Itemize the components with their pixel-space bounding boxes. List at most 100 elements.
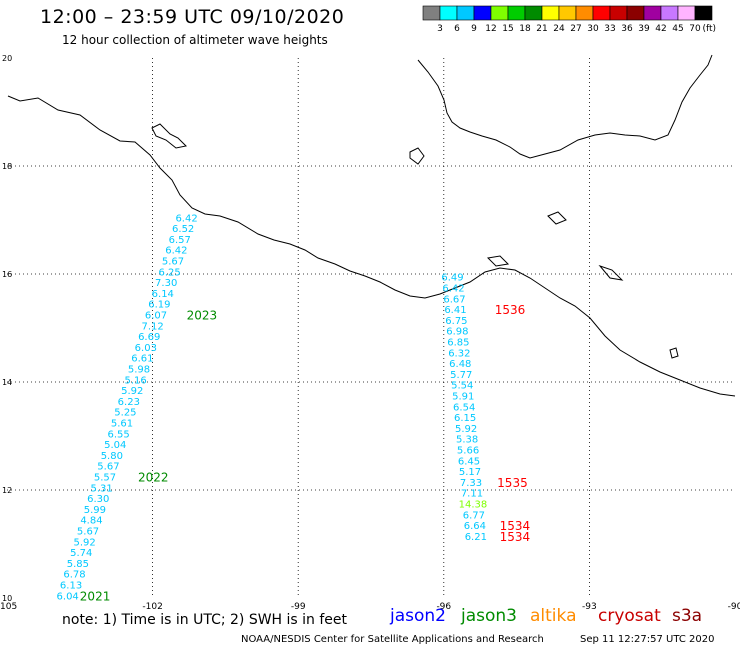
- pass-time-label: 1536: [495, 303, 526, 317]
- wave-height-reading: 5.92: [121, 386, 143, 397]
- pass-time-label: 1534: [500, 519, 531, 533]
- pacific-coastline: [7, 95, 736, 397]
- map-subtitle: 12 hour collection of altimeter wave hei…: [62, 33, 328, 47]
- laguna-feature: [409, 147, 425, 165]
- wave-height-reading: 6.61: [131, 354, 153, 365]
- colorbar-label: 45: [672, 24, 683, 34]
- wave-height-reading: 6.04: [57, 591, 79, 602]
- wave-height-reading: 5.67: [97, 462, 119, 473]
- colorbar-label: 36: [621, 24, 633, 34]
- wave-height-reading: 5.99: [84, 505, 106, 516]
- wave-height-reading: 6.42: [165, 246, 187, 257]
- wave-height-reading: 6.57: [169, 235, 191, 246]
- longitude-label: -90: [728, 602, 740, 612]
- pass-time-label: 2022: [138, 471, 169, 485]
- wave-height-reading: 5.38: [456, 435, 478, 446]
- wave-height-reading: 5.66: [457, 446, 479, 457]
- colorbar-label: 12: [485, 24, 496, 34]
- wave-height-reading: 6.25: [158, 267, 180, 278]
- satellite-legend-s3a: s3a: [672, 606, 703, 626]
- wave-height-reading: 6.42: [442, 284, 464, 295]
- map-title: 12:00 – 23:59 UTC 09/10/2020: [40, 6, 345, 28]
- wave-height-reading: 5.04: [104, 440, 126, 451]
- satellite-legend-cryosat: cryosat: [598, 606, 661, 626]
- wave-height-reading: 7.33: [460, 478, 482, 489]
- wave-height-reading: 6.55: [107, 429, 129, 440]
- wave-height-reading: 5.54: [451, 381, 473, 392]
- gulf-of-mexico-coastline: [417, 54, 713, 159]
- colorbar-label: 39: [638, 24, 650, 34]
- latitude-label: 18: [2, 162, 12, 171]
- colorbar-label: 70: [689, 24, 701, 34]
- pass-time-label: 2021: [80, 589, 111, 603]
- wave-height-reading: 5.91: [452, 392, 474, 403]
- colorbar-swatch: [694, 5, 713, 21]
- wave-height-readings: 6.426.526.576.425.676.257.306.146.196.07…: [57, 213, 488, 602]
- pass-time-label: 2023: [187, 309, 218, 323]
- units-note: note: 1) Time is in UTC; 2) SWH is in fe…: [62, 612, 348, 628]
- longitude-label: -93: [582, 602, 597, 612]
- wave-height-reading: 6.03: [135, 343, 157, 354]
- wave-height-reading: 7.30: [155, 278, 177, 289]
- laguna-feature: [547, 211, 567, 225]
- satellite-legend-altika: altika: [530, 606, 577, 626]
- laguna-feature: [598, 264, 624, 281]
- wave-height-reading: 6.67: [443, 294, 465, 305]
- latitude-label: 20: [2, 54, 12, 63]
- longitude-label: -102: [142, 602, 162, 612]
- wave-height-reading: 6.23: [118, 397, 140, 408]
- wave-height-reading: 6.54: [453, 402, 475, 413]
- laguna-feature: [486, 255, 510, 267]
- wave-height-reading: 6.32: [448, 348, 470, 359]
- colorbar-label: 27: [570, 24, 581, 34]
- wave-height-reading: 5.16: [124, 375, 146, 386]
- wave-height-reading: 6.78: [63, 570, 85, 581]
- colorbar-label: 6: [454, 24, 460, 34]
- latitude-label: 10: [2, 594, 12, 603]
- wave-height-reading: 6.75: [445, 316, 467, 327]
- colorbar-label: 9: [471, 24, 477, 34]
- wave-height-reading: 6.52: [172, 224, 194, 235]
- wave-height-reading: 5.31: [91, 483, 113, 494]
- pass-time-label: 1534: [500, 530, 531, 544]
- wave-height-reading: 4.84: [80, 516, 102, 527]
- wave-height-reading: 6.45: [458, 456, 480, 467]
- wave-height-reading: 5.17: [459, 467, 481, 478]
- wave-height-reading: 6.15: [454, 413, 476, 424]
- wave-height-reading: 5.85: [67, 559, 89, 570]
- wave-height-reading: 5.92: [74, 537, 96, 548]
- wave-height-reading: 6.07: [145, 311, 167, 322]
- colorbar-label: 30: [587, 24, 599, 34]
- wave-height-reading: 14.38: [459, 500, 488, 511]
- wave-height-reading: 5.77: [450, 370, 472, 381]
- wave-height-reading: 6.41: [444, 305, 466, 316]
- island-feature: [669, 347, 679, 359]
- wave-height-reading: 6.64: [464, 521, 486, 532]
- island-feature: [151, 123, 188, 149]
- pass-time-label: 1535: [497, 476, 528, 490]
- lat-lon-grid: -105 -102 -99 -96 -93 -90 20 18 16 14 12 10: [0, 54, 740, 612]
- longitude-label: -96: [436, 602, 451, 612]
- generated-timestamp: Sep 11 12:27:57 UTC 2020: [580, 634, 715, 645]
- wave-height-reading: 5.25: [114, 408, 136, 419]
- satellite-legend-jason3: jason3: [461, 606, 517, 626]
- longitude-label: -105: [0, 602, 17, 612]
- wave-height-reading: 5.67: [162, 257, 184, 268]
- wave-height-reading: 6.77: [463, 510, 485, 521]
- colorbar-label: 42: [655, 24, 666, 34]
- wave-height-reading: 6.42: [175, 213, 197, 224]
- colorbar-unit: (ft): [702, 24, 716, 34]
- wave-height-reading: 5.61: [111, 419, 133, 430]
- wave-height-colorbar: 3 6 9 12 15 18 21 24 27 30 33 36 39 42 45 70 (ft): [422, 5, 716, 34]
- wave-height-reading: 7.11: [461, 489, 483, 500]
- wave-height-reading: 5.74: [70, 548, 92, 559]
- wave-height-reading: 6.13: [60, 581, 82, 592]
- wave-height-reading: 7.12: [141, 321, 163, 332]
- credit-line: NOAA/NESDIS Center for Satellite Applica…: [241, 634, 544, 645]
- wave-height-reading: 5.98: [128, 365, 150, 376]
- latitude-label: 14: [2, 378, 12, 387]
- colorbar-label: 21: [536, 24, 547, 34]
- wave-height-reading: 6.30: [87, 494, 109, 505]
